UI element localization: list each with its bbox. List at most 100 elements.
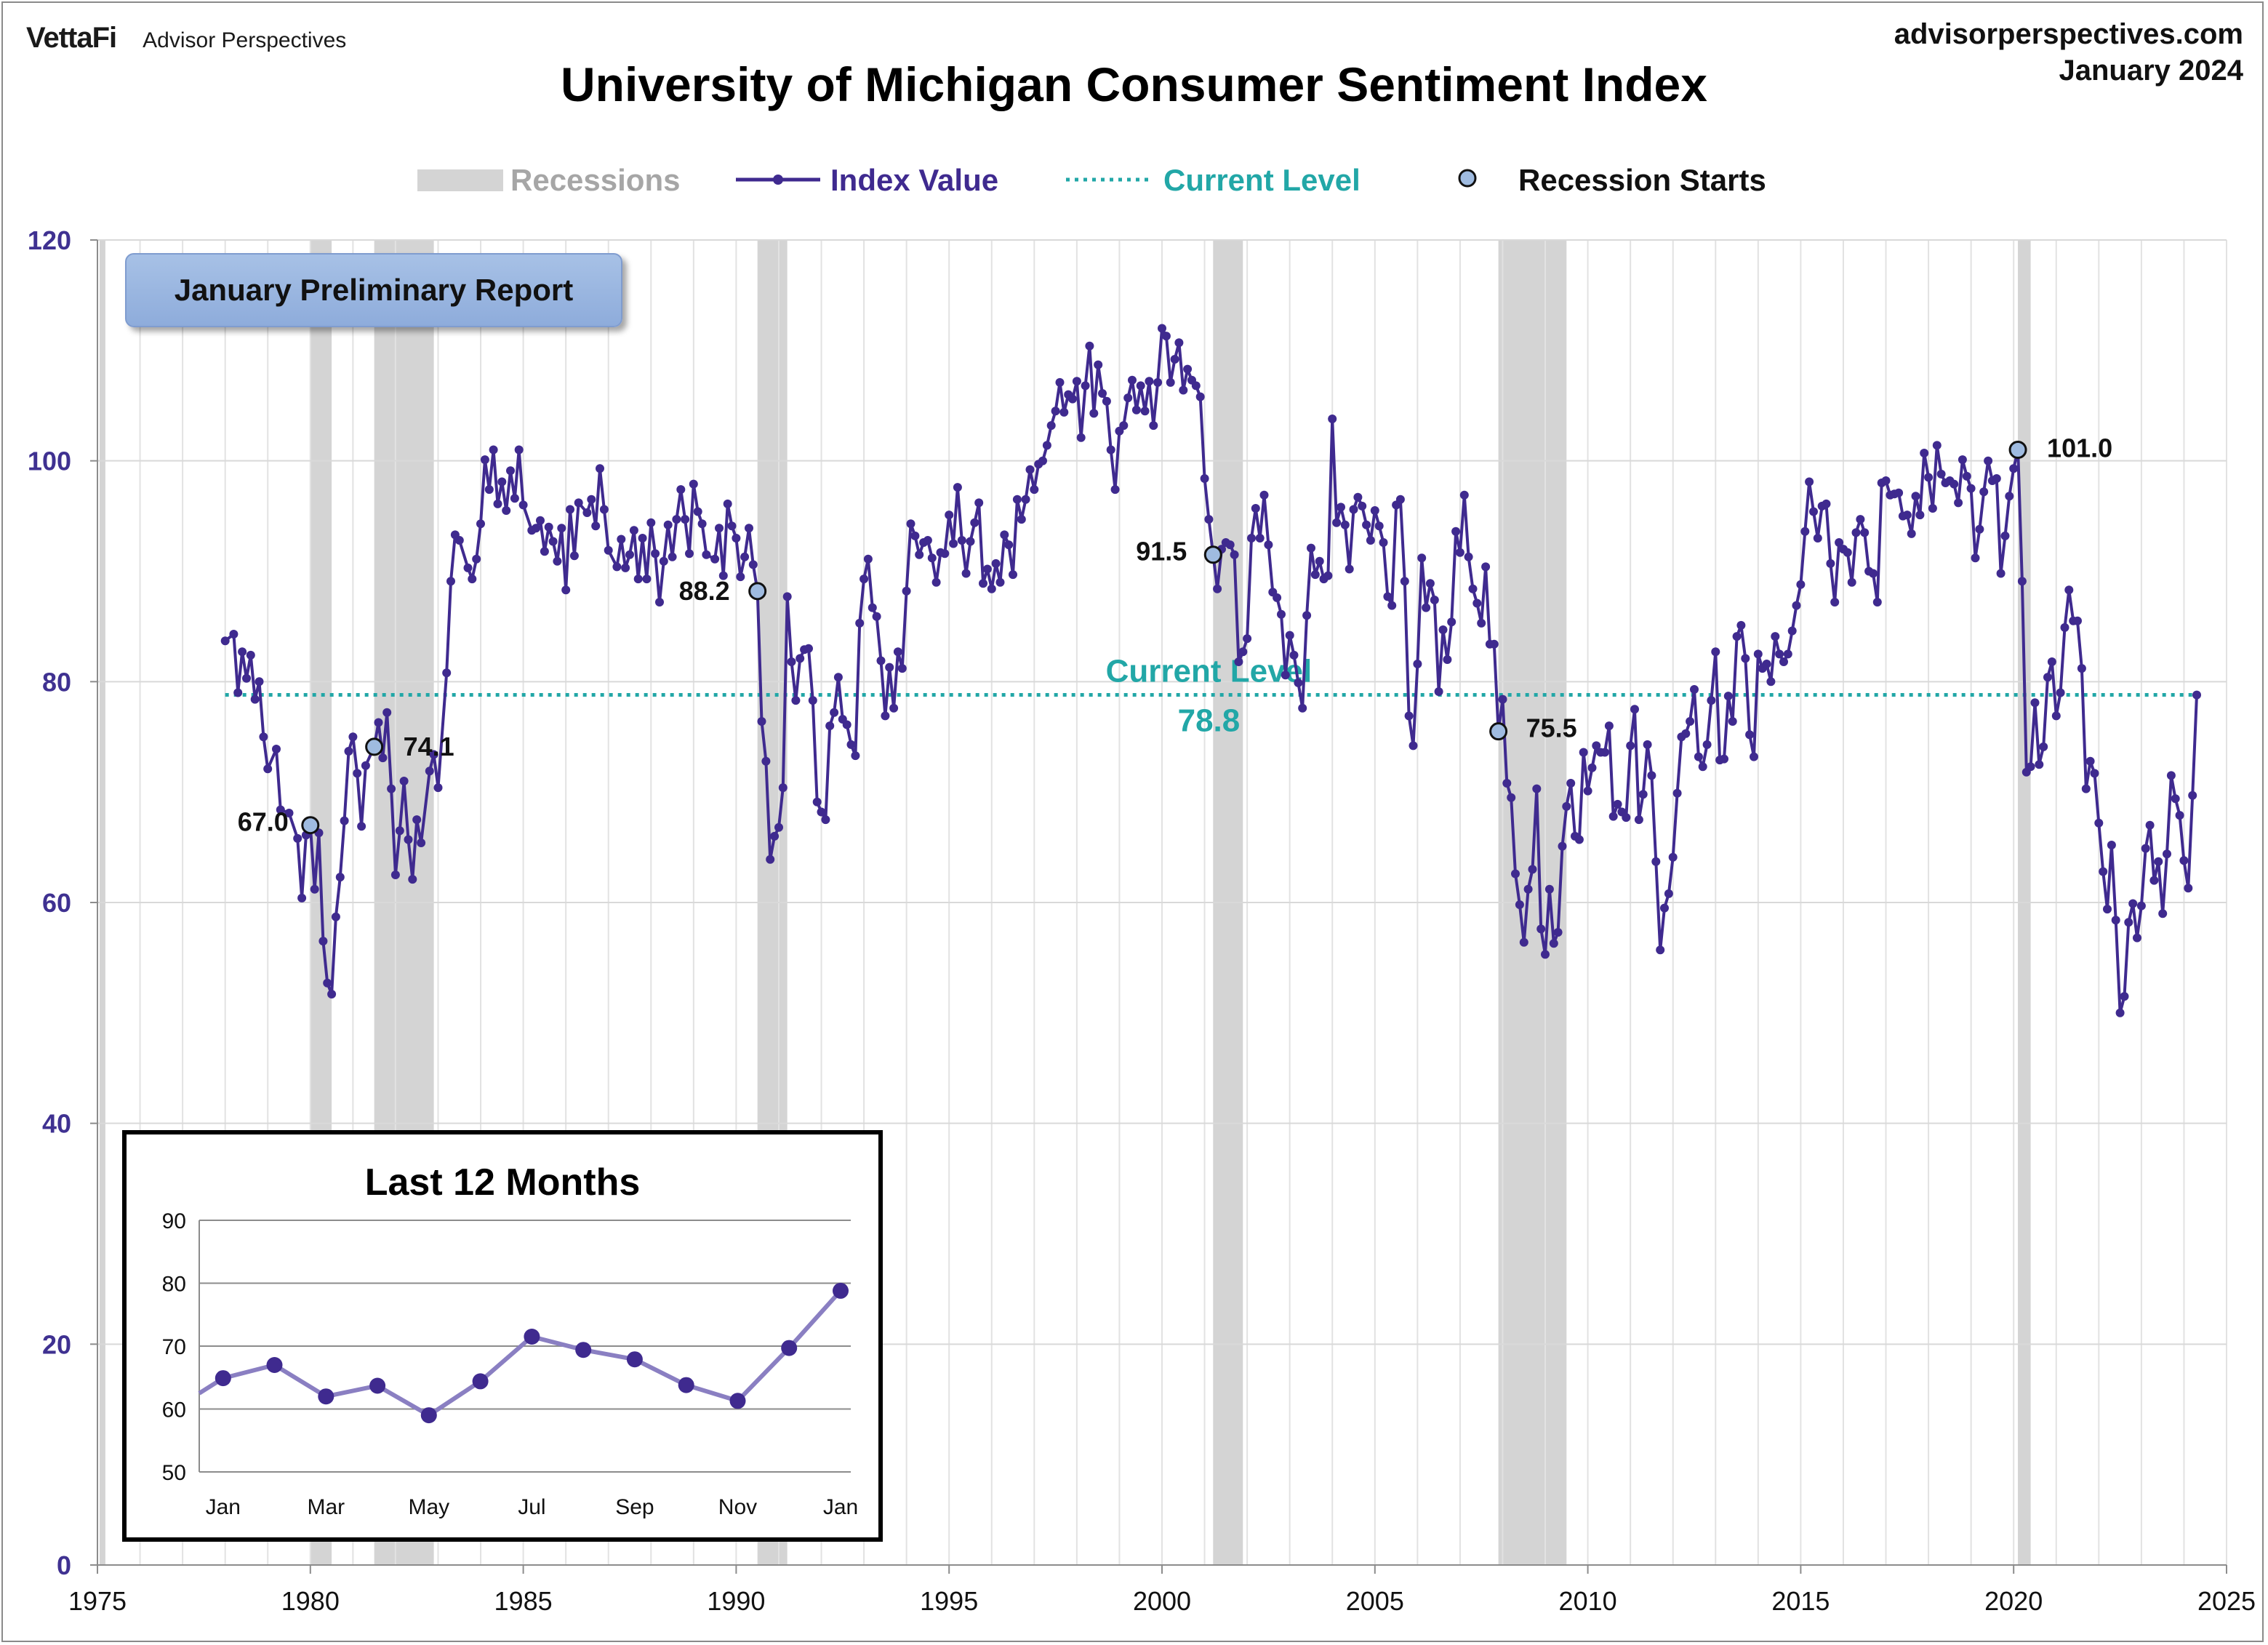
index-value-point xyxy=(293,833,302,843)
index-value-point xyxy=(1374,521,1384,531)
index-value-point xyxy=(1098,389,1107,398)
index-value-point xyxy=(1089,409,1099,418)
index-value-point xyxy=(1400,577,1409,586)
inset-line xyxy=(198,1289,843,1418)
index-value-point xyxy=(1984,456,1993,465)
index-value-point xyxy=(1694,752,1703,761)
index-value-point xyxy=(685,549,694,559)
index-value-point xyxy=(1587,763,1597,772)
index-value-point xyxy=(1298,703,1307,713)
index-value-point xyxy=(1009,570,1017,580)
index-value-point xyxy=(446,577,455,586)
inset-point xyxy=(626,1351,643,1368)
index-value-point xyxy=(1000,530,1009,540)
inset-x-tick-label: Jan xyxy=(206,1495,241,1519)
index-value-point xyxy=(676,485,686,495)
index-value-point xyxy=(1583,786,1592,796)
index-value-point xyxy=(1856,515,1865,524)
index-value-point xyxy=(1366,536,1375,545)
index-value-point xyxy=(842,720,851,729)
index-value-point xyxy=(442,668,452,678)
index-value-point xyxy=(1498,695,1507,704)
index-value-point xyxy=(1523,884,1533,894)
index-value-point xyxy=(2107,841,2116,849)
index-value-point xyxy=(2005,492,2014,501)
index-value-point xyxy=(668,552,677,561)
index-value-point xyxy=(1085,341,1094,351)
index-value-point xyxy=(1447,617,1456,627)
index-value-point xyxy=(1519,937,1528,947)
inset-x-tick-label: May xyxy=(409,1495,450,1519)
index-value-point xyxy=(1161,332,1171,341)
index-value-point xyxy=(1136,381,1145,391)
index-value-point xyxy=(782,592,792,601)
inset-point xyxy=(318,1388,334,1405)
index-value-point xyxy=(1170,355,1179,364)
index-value-point xyxy=(1140,407,1150,416)
index-value-point xyxy=(761,756,771,766)
inset-y-tick-label: 50 xyxy=(162,1461,186,1485)
index-value-point xyxy=(1307,543,1315,553)
inset-x-tick-label: Mar xyxy=(307,1495,345,1519)
index-value-point xyxy=(2158,909,2168,918)
index-value-point xyxy=(1340,520,1350,529)
current-level-line-group: Current Level 78.8 xyxy=(225,654,2197,739)
index-value-point xyxy=(1370,506,1379,515)
index-value-point xyxy=(2188,791,2197,800)
index-value-point xyxy=(1094,360,1103,369)
index-value-point xyxy=(1664,889,1673,898)
index-value-point xyxy=(1753,649,1763,659)
index-value-point xyxy=(638,534,647,543)
index-value-point xyxy=(2039,742,2048,751)
index-value-point xyxy=(357,822,366,831)
index-value-point xyxy=(1566,779,1576,788)
index-value-point xyxy=(1055,377,1065,387)
index-value-point xyxy=(1409,741,1418,751)
index-value-point xyxy=(766,854,775,864)
index-value-point xyxy=(344,747,353,756)
recession-start-label: 67.0 xyxy=(238,807,289,837)
index-value-point xyxy=(238,647,247,657)
index-value-point xyxy=(915,550,924,559)
index-value-point xyxy=(974,498,984,508)
index-value-point xyxy=(1213,584,1222,593)
index-value-point xyxy=(1634,815,1643,825)
x-tick-label: 2020 xyxy=(1984,1586,2043,1616)
index-value-point xyxy=(1255,534,1265,543)
index-value-point xyxy=(2136,901,2146,910)
index-value-point xyxy=(1332,518,1342,527)
index-value-point xyxy=(1762,660,1771,668)
y-tick-label: 40 xyxy=(42,1109,71,1139)
index-value-point xyxy=(1413,660,1422,668)
index-value-point xyxy=(651,549,660,559)
index-value-point xyxy=(412,815,422,825)
index-value-point xyxy=(1149,421,1158,431)
index-value-point xyxy=(2179,856,2189,865)
index-value-point xyxy=(1277,609,1286,619)
index-value-point xyxy=(2017,577,2027,586)
index-value-point xyxy=(1243,634,1252,644)
index-value-point xyxy=(1247,534,1256,543)
index-value-point xyxy=(425,767,434,776)
index-value-point xyxy=(276,805,285,815)
index-value-point xyxy=(1822,499,1831,508)
legend-recession-start-marker xyxy=(1458,169,1477,188)
legend-recessions-swatch xyxy=(417,169,503,191)
index-value-point xyxy=(633,575,643,584)
index-value-point xyxy=(2051,711,2061,721)
index-value-point xyxy=(1119,421,1129,431)
index-value-point xyxy=(476,519,485,529)
x-tick-label: 2025 xyxy=(2197,1586,2256,1616)
index-value-point xyxy=(472,554,481,564)
index-value-point xyxy=(859,575,869,584)
index-value-point xyxy=(940,549,950,559)
index-value-point xyxy=(808,696,817,705)
index-value-point xyxy=(804,644,813,653)
index-value-point xyxy=(1123,393,1133,403)
recession-start-marker xyxy=(1489,722,1508,741)
inset-point xyxy=(472,1373,489,1390)
index-value-point xyxy=(1459,490,1469,500)
index-value-point xyxy=(2163,849,2171,859)
index-value-point xyxy=(1234,657,1243,666)
index-value-point xyxy=(399,777,409,785)
